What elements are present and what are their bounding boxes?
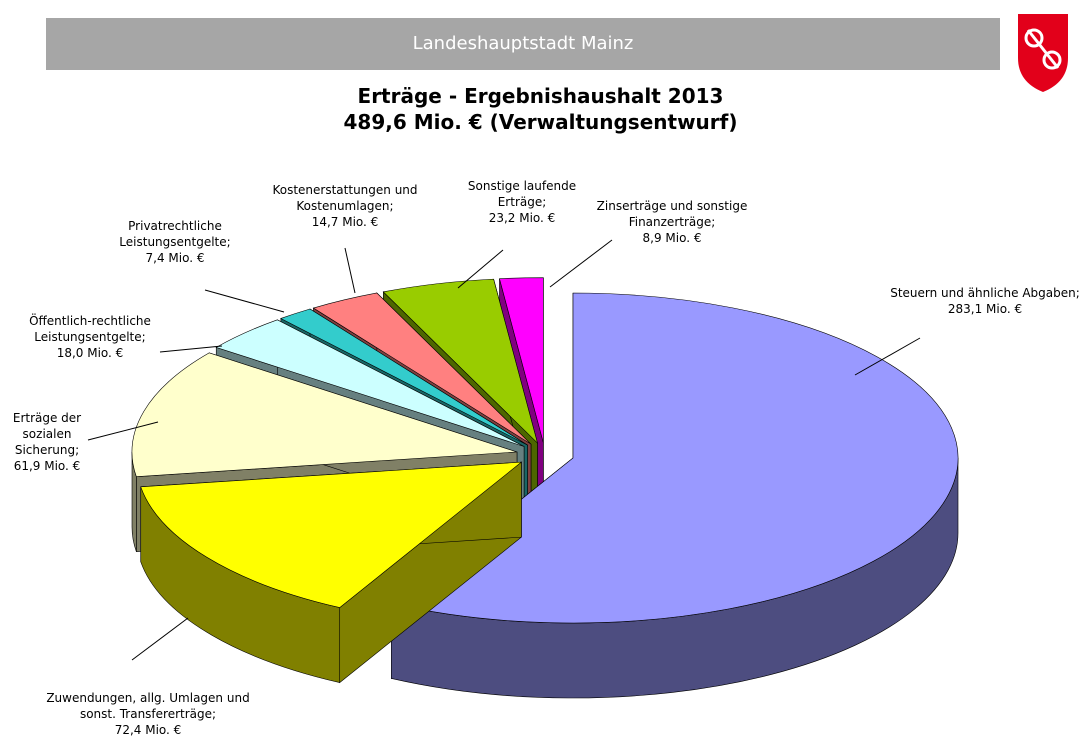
slice: [215, 319, 525, 447]
slice-label: Zuwendungen, allg. Umlagen und sonst. Tr…: [38, 690, 258, 738]
header-title: Landeshauptstadt Mainz: [412, 33, 634, 54]
slice-label: Steuern und ähnliche Abgaben; 283,1 Mio. …: [865, 285, 1081, 317]
category-label: Kostenerstattungen und Kostenumlagen;: [272, 183, 418, 213]
leader-line: [457, 249, 504, 289]
slice: [499, 277, 544, 443]
value-label: 72,4 Mio. €: [114, 723, 182, 737]
logo: [1018, 14, 1068, 92]
slice-label: Sonstige laufende Erträge; 23,2 Mio. €: [457, 178, 587, 226]
value-label: 23,2 Mio. €: [488, 211, 556, 225]
slice-label: Öffentlich-rechtliche Leistungsentgelte;…: [5, 313, 175, 361]
pie: [131, 277, 959, 699]
leader-line: [87, 421, 159, 441]
value-label: 7,4 Mio. €: [145, 251, 205, 265]
leader-lines: [87, 239, 921, 661]
slice: [390, 292, 959, 624]
slice: [382, 278, 539, 445]
category-label: Steuern und ähnliche Abgaben;: [890, 286, 1080, 300]
category-label: Privatrechtliche Leistungsentgelte;: [119, 219, 231, 249]
leader-line: [854, 337, 921, 376]
slice-label: Zinserträge und sonstige Finanzerträge; 8…: [582, 198, 762, 246]
leader-line: [159, 345, 223, 353]
chart-subtitle: 489,6 Mio. € (Verwaltungsentwurf): [343, 110, 738, 134]
chart-title: Erträge - Ergebnishaushalt 2013: [357, 84, 724, 108]
slice-label: Erträge der sozialen Sicherung; 61,9 Mio.…: [1, 410, 93, 474]
slice: [312, 292, 532, 445]
leader-line: [549, 239, 613, 288]
slice: [140, 461, 523, 608]
value-label: 18,0 Mio. €: [56, 346, 124, 360]
leader-line: [204, 289, 285, 313]
value-label: 8,9 Mio. €: [642, 231, 702, 245]
header-bar: Landeshauptstadt Mainz: [46, 18, 1000, 70]
value-label: 283,1 Mio. €: [947, 302, 1023, 316]
category-label: Zuwendungen, allg. Umlagen und sonst. Tr…: [46, 691, 250, 721]
category-label: Zinserträge und sonstige Finanzerträge;: [596, 199, 748, 229]
leader-line: [131, 617, 189, 661]
slice: [131, 352, 518, 477]
slice: [280, 308, 528, 446]
value-label: 14,7 Mio. €: [311, 215, 379, 229]
value-label: 61,9 Mio. €: [13, 459, 81, 473]
slice-label: Kostenerstattungen und Kostenumlagen; 14,…: [260, 182, 430, 230]
category-label: Erträge der sozialen Sicherung;: [12, 411, 82, 457]
slice-label: Privatrechtliche Leistungsentgelte; 7,4 M…: [100, 218, 250, 266]
category-label: Sonstige laufende Erträge;: [467, 179, 577, 209]
category-label: Öffentlich-rechtliche Leistungsentgelte;: [29, 314, 151, 344]
leader-line: [344, 247, 356, 294]
